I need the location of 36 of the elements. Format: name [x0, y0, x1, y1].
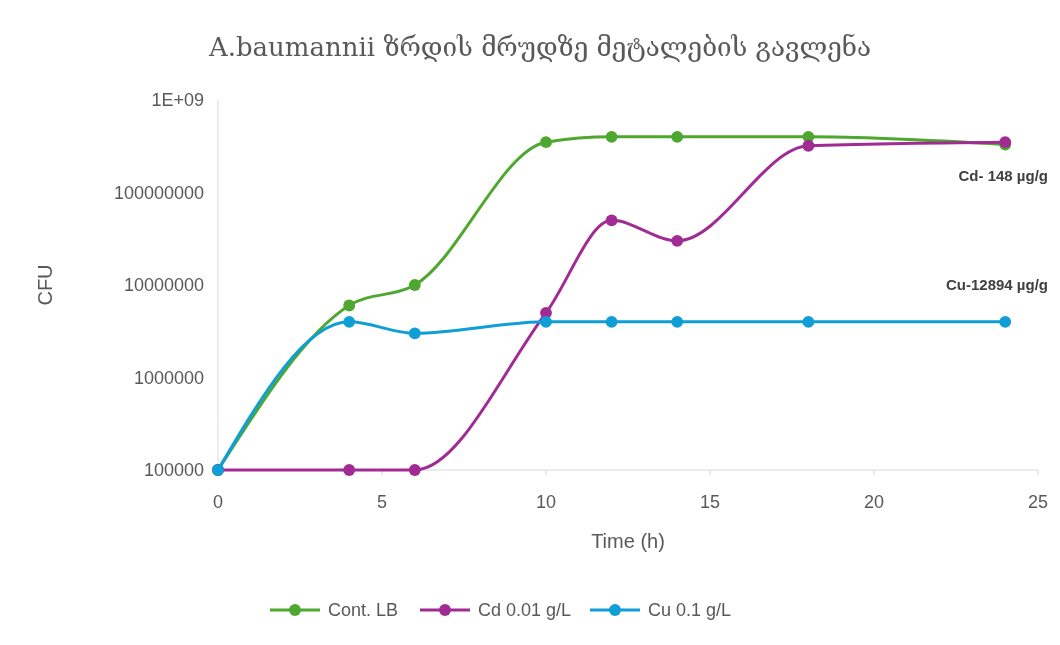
y-tick-label: 1E+09 — [151, 90, 204, 111]
y-tick-label: 1000000 — [133, 367, 204, 388]
point — [999, 315, 1012, 328]
point — [343, 315, 356, 328]
legend-label: Cd 0.01 g/L — [478, 600, 572, 621]
legend-label: Cont. LB — [328, 600, 399, 621]
point — [671, 130, 684, 143]
point — [408, 279, 421, 291]
point — [605, 315, 618, 328]
point — [343, 299, 356, 312]
x-axis-title: Time (h) — [591, 530, 665, 552]
point — [671, 315, 684, 328]
y-axis-title: CFU — [34, 264, 56, 306]
annotation: Cd- 148 µg/g — [958, 167, 1048, 185]
chart-title: A.baumannii ზრდის მრუდზე მეტალების გავლენა — [207, 32, 872, 62]
x-tick-label: 25 — [1027, 492, 1049, 512]
x-tick-label: 0 — [212, 492, 224, 512]
point — [671, 234, 684, 247]
x-tick-label: 5 — [376, 492, 388, 512]
x-tick-label: 15 — [699, 492, 721, 512]
annotation: Cu-12894 µg/g — [945, 276, 1048, 294]
legend-label: Cu 0.1 g/L — [648, 600, 732, 621]
y-tick-label: 100000 — [143, 460, 204, 481]
point — [540, 315, 552, 328]
point — [343, 464, 356, 476]
point — [408, 464, 421, 476]
y-tick-label: 100000000 — [113, 182, 204, 203]
point — [408, 327, 421, 340]
point — [802, 315, 815, 328]
x-tick-label: 10 — [535, 492, 557, 512]
point — [605, 214, 618, 227]
point — [540, 136, 552, 149]
y-tick-label: 10000000 — [123, 275, 204, 296]
x-tick-label: 20 — [863, 492, 885, 512]
point — [605, 130, 618, 143]
point — [802, 139, 815, 152]
